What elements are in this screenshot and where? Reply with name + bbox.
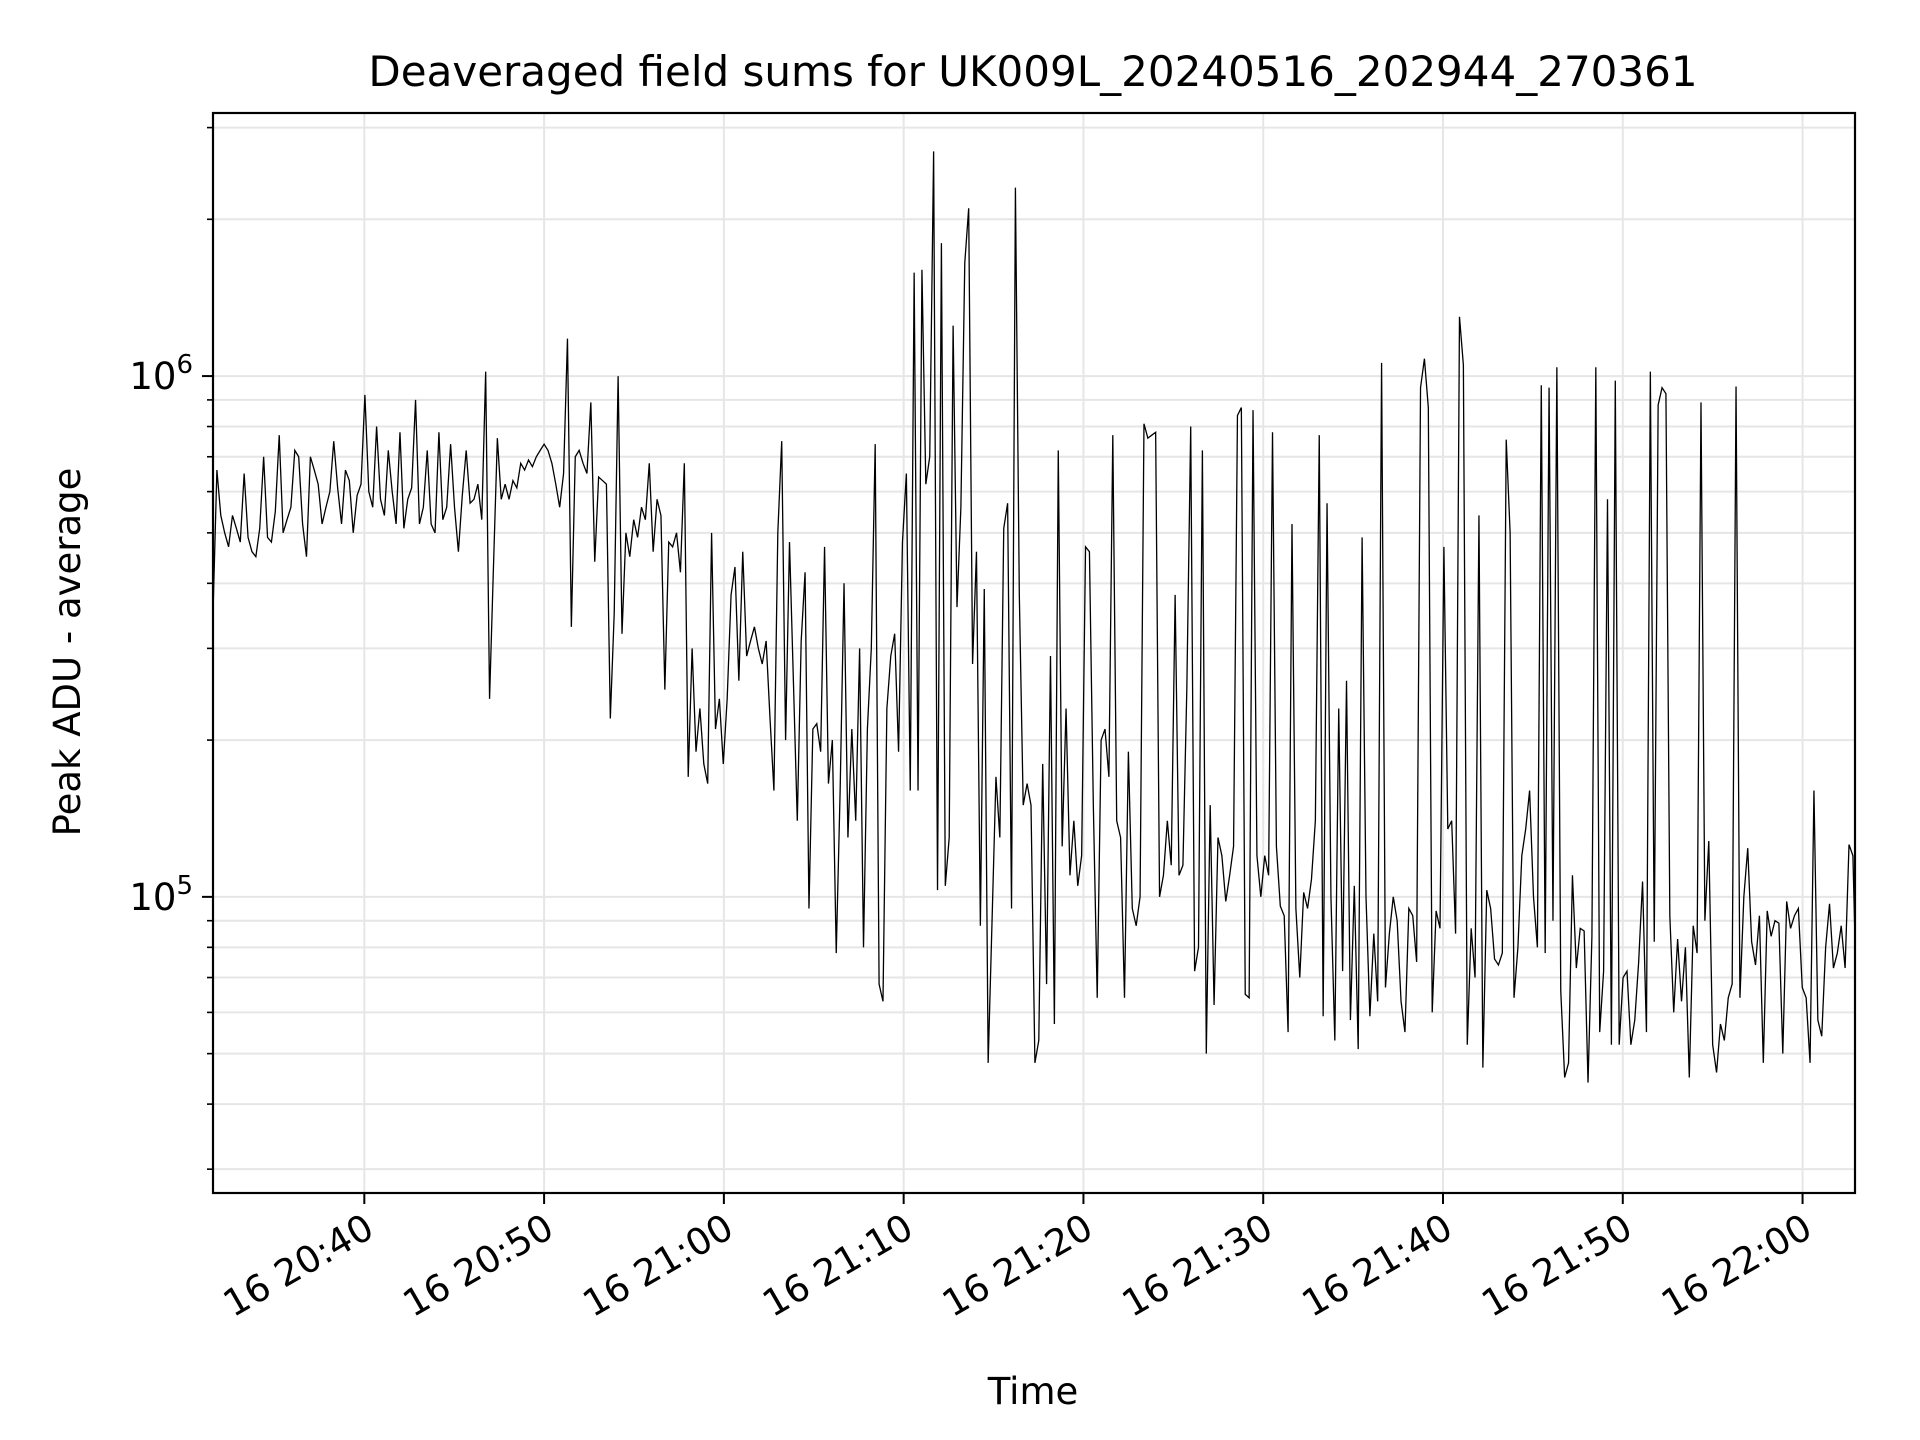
series-line-1 — [213, 151, 1855, 1083]
series-layer — [213, 151, 1855, 1083]
x-axis-label: Time — [987, 1370, 1079, 1413]
plot-frame — [211, 111, 1857, 1195]
y-tick-label: 106 — [129, 350, 193, 398]
y-tick-label: 105 — [129, 871, 193, 919]
grid — [213, 113, 1855, 1193]
y-axis: 105 106 — [129, 126, 213, 1170]
y-axis-label: Peak ADU - average — [46, 468, 89, 837]
chart-title: Deaveraged field sums for UK009L_2024051… — [368, 47, 1697, 96]
